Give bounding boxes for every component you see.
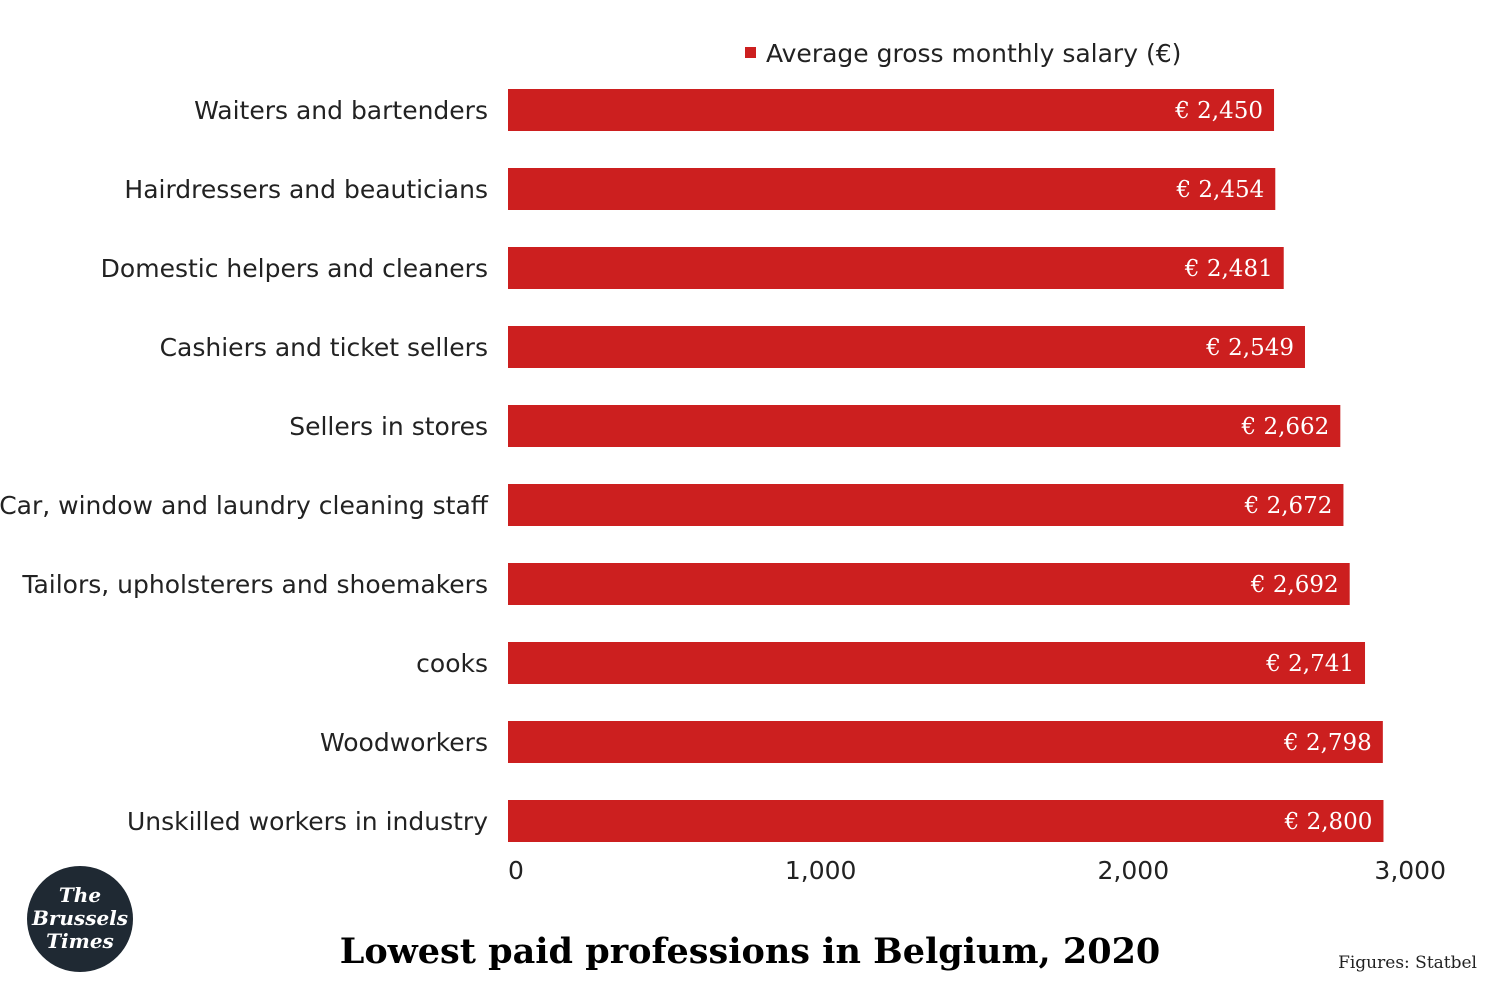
x-axis-tick-labels: 0 1,000 2,000 3,000 bbox=[508, 856, 1446, 885]
x-tick-label: 2,000 bbox=[1098, 856, 1170, 885]
logo-line-2: Brussels bbox=[31, 906, 128, 930]
bar bbox=[508, 642, 1366, 684]
bar bbox=[508, 326, 1305, 368]
value-labels: € 2,450 € 2,454 € 2,481 € 2,549 € 2,662 € 2,6… bbox=[1174, 98, 1372, 835]
category-label: Sellers in stores bbox=[289, 412, 488, 441]
bar bbox=[508, 563, 1350, 605]
bar bbox=[508, 800, 1384, 842]
category-label: Waiters and bartenders bbox=[194, 96, 488, 125]
category-label: Domestic helpers and cleaners bbox=[101, 254, 488, 283]
data-label: € 2,741 bbox=[1265, 651, 1354, 677]
data-label: € 2,800 bbox=[1284, 809, 1373, 835]
source-note: Figures: Statbel bbox=[1338, 953, 1477, 973]
data-label: € 2,549 bbox=[1205, 335, 1294, 361]
bars bbox=[508, 89, 1384, 842]
data-label: € 2,798 bbox=[1283, 730, 1372, 756]
bar bbox=[508, 484, 1344, 526]
category-label: cooks bbox=[416, 649, 488, 678]
logo-line-1: The bbox=[59, 883, 101, 907]
category-label: Unskilled workers in industry bbox=[127, 807, 488, 836]
category-label: Car, window and laundry cleaning staff bbox=[0, 491, 489, 520]
category-label: Hairdressers and beauticians bbox=[124, 175, 488, 204]
logo-line-3: Times bbox=[46, 929, 114, 953]
bar bbox=[508, 168, 1276, 210]
x-tick-label: 0 bbox=[508, 856, 524, 885]
data-label: € 2,672 bbox=[1244, 493, 1333, 519]
data-label: € 2,692 bbox=[1250, 572, 1339, 598]
data-label: € 2,662 bbox=[1241, 414, 1330, 440]
bar bbox=[508, 247, 1284, 289]
logo-circle bbox=[27, 866, 133, 972]
brussels-times-logo: The Brussels Times bbox=[27, 866, 133, 972]
data-label: € 2,454 bbox=[1175, 177, 1264, 203]
bar bbox=[508, 721, 1383, 763]
category-labels: Waiters and bartenders Hairdressers and b… bbox=[0, 96, 489, 836]
category-label: Woodworkers bbox=[320, 728, 488, 757]
category-label: Cashiers and ticket sellers bbox=[160, 333, 488, 362]
legend-swatch bbox=[745, 47, 756, 58]
bar bbox=[508, 89, 1275, 131]
data-label: € 2,481 bbox=[1184, 256, 1273, 282]
legend: Average gross monthly salary (€) bbox=[745, 39, 1181, 68]
x-tick-label: 1,000 bbox=[785, 856, 857, 885]
bar bbox=[508, 405, 1341, 447]
x-tick-label: 3,000 bbox=[1374, 856, 1446, 885]
chart-title: Lowest paid professions in Belgium, 2020 bbox=[340, 931, 1161, 972]
data-label: € 2,450 bbox=[1174, 98, 1263, 124]
legend-label: Average gross monthly salary (€) bbox=[766, 39, 1181, 68]
category-label: Tailors, upholsterers and shoemakers bbox=[21, 570, 488, 599]
